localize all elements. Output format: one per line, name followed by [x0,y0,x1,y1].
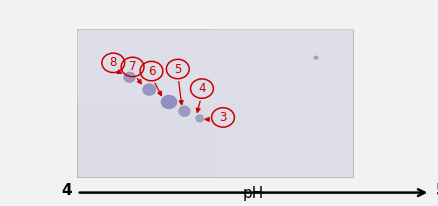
Ellipse shape [313,56,318,60]
Ellipse shape [123,72,135,83]
Text: pH: pH [243,186,264,201]
Text: 7: 7 [128,60,136,74]
Text: 4: 4 [61,183,71,198]
Text: 5: 5 [174,62,181,76]
Bar [77,29,353,177]
Ellipse shape [160,95,177,109]
Text: 4: 4 [198,82,205,95]
Text: 3: 3 [219,111,226,124]
Ellipse shape [195,114,204,123]
Text: 5.5: 5.5 [434,183,438,198]
Ellipse shape [178,105,190,117]
Bar [215,29,353,177]
Bar [77,29,353,103]
Text: 6: 6 [147,64,155,78]
Ellipse shape [142,83,156,96]
Text: 8: 8 [110,56,117,69]
